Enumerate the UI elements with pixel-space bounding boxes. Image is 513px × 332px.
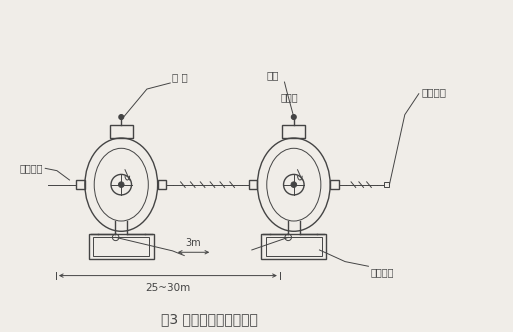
Text: 扎 关: 扎 关 xyxy=(172,72,187,82)
Circle shape xyxy=(291,115,296,120)
Circle shape xyxy=(119,182,124,188)
Bar xyxy=(282,125,305,138)
Bar xyxy=(330,181,339,189)
Bar xyxy=(76,181,85,189)
Circle shape xyxy=(119,115,124,120)
Text: 图3 拉绳开关安装示范图: 图3 拉绳开关安装示范图 xyxy=(162,312,259,326)
Circle shape xyxy=(291,182,297,188)
Bar xyxy=(266,237,322,256)
Text: 25~30m: 25~30m xyxy=(145,283,190,292)
Bar xyxy=(89,234,154,259)
Bar xyxy=(261,234,326,259)
Bar xyxy=(93,237,149,256)
Text: 安装支架: 安装支架 xyxy=(371,267,394,277)
Text: 托环: 托环 xyxy=(267,70,279,80)
Bar xyxy=(384,182,389,188)
Bar xyxy=(110,125,133,138)
Text: 拉绳开关: 拉绳开关 xyxy=(19,163,43,173)
Bar xyxy=(249,181,258,189)
Text: 钢丝绳: 钢丝绳 xyxy=(280,92,298,102)
Text: 调整螺栓: 调整螺栓 xyxy=(421,87,446,97)
Text: 3m: 3m xyxy=(186,238,202,248)
Bar xyxy=(157,181,166,189)
